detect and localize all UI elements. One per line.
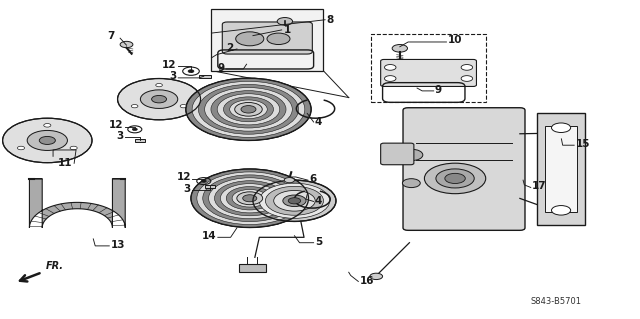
Circle shape — [70, 146, 77, 150]
Circle shape — [131, 105, 138, 108]
Circle shape — [191, 169, 308, 227]
Circle shape — [385, 64, 396, 70]
Text: 10: 10 — [448, 35, 462, 45]
Text: 3: 3 — [184, 184, 191, 194]
Circle shape — [186, 78, 311, 140]
FancyBboxPatch shape — [199, 75, 211, 78]
Circle shape — [152, 95, 166, 103]
Circle shape — [235, 102, 262, 116]
Circle shape — [237, 192, 262, 205]
FancyBboxPatch shape — [545, 126, 577, 212]
Text: 12: 12 — [109, 120, 124, 130]
Circle shape — [370, 273, 383, 279]
Circle shape — [44, 123, 51, 127]
Circle shape — [283, 195, 306, 207]
Circle shape — [259, 183, 330, 218]
Circle shape — [232, 189, 268, 207]
Circle shape — [156, 84, 163, 87]
Circle shape — [552, 123, 571, 132]
Text: 6: 6 — [309, 174, 316, 184]
Circle shape — [223, 97, 273, 122]
Circle shape — [274, 190, 316, 211]
FancyBboxPatch shape — [537, 114, 585, 225]
FancyBboxPatch shape — [205, 185, 215, 188]
FancyBboxPatch shape — [381, 59, 476, 86]
Circle shape — [403, 179, 420, 188]
Polygon shape — [29, 179, 125, 228]
Text: 2: 2 — [227, 43, 234, 53]
Text: 17: 17 — [532, 182, 547, 191]
Circle shape — [220, 184, 279, 213]
Text: 14: 14 — [202, 231, 216, 241]
Circle shape — [180, 105, 187, 108]
Text: S843-B5701: S843-B5701 — [531, 297, 582, 306]
Circle shape — [461, 76, 472, 81]
Text: 5: 5 — [315, 237, 322, 247]
Circle shape — [132, 128, 137, 130]
Circle shape — [277, 18, 292, 25]
Circle shape — [288, 198, 301, 204]
Circle shape — [186, 78, 311, 140]
Circle shape — [236, 32, 264, 46]
Circle shape — [209, 178, 291, 219]
Text: 15: 15 — [575, 139, 590, 149]
Circle shape — [461, 64, 472, 70]
FancyBboxPatch shape — [211, 9, 323, 70]
Circle shape — [188, 70, 194, 73]
Text: 13: 13 — [111, 240, 125, 250]
FancyBboxPatch shape — [403, 108, 525, 230]
Circle shape — [205, 87, 292, 131]
Circle shape — [241, 106, 256, 113]
Circle shape — [120, 41, 133, 48]
Text: 7: 7 — [107, 31, 115, 41]
Text: FR.: FR. — [45, 261, 63, 271]
Text: 9: 9 — [435, 85, 442, 95]
Text: 12: 12 — [177, 172, 191, 182]
Circle shape — [191, 169, 308, 227]
Circle shape — [203, 175, 297, 222]
Circle shape — [3, 118, 92, 163]
Circle shape — [266, 186, 323, 215]
Circle shape — [253, 180, 336, 221]
Text: 16: 16 — [360, 276, 374, 286]
Text: 3: 3 — [116, 131, 124, 141]
Circle shape — [230, 100, 268, 119]
FancyBboxPatch shape — [239, 264, 266, 272]
Circle shape — [198, 85, 298, 134]
Text: 1: 1 — [284, 25, 291, 35]
Text: 3: 3 — [169, 71, 176, 81]
Circle shape — [202, 180, 206, 182]
Circle shape — [140, 90, 178, 108]
Text: 4: 4 — [315, 117, 323, 127]
Circle shape — [17, 146, 24, 150]
Circle shape — [385, 76, 396, 81]
Circle shape — [27, 130, 67, 151]
Circle shape — [400, 149, 423, 161]
Circle shape — [445, 173, 465, 183]
Circle shape — [436, 169, 474, 188]
Circle shape — [267, 33, 290, 45]
Circle shape — [192, 81, 305, 137]
FancyBboxPatch shape — [135, 139, 145, 142]
Circle shape — [211, 91, 286, 128]
Text: 11: 11 — [58, 158, 72, 168]
Circle shape — [552, 205, 571, 215]
Text: 9: 9 — [217, 63, 224, 73]
FancyBboxPatch shape — [222, 22, 312, 54]
Circle shape — [392, 45, 408, 52]
Circle shape — [197, 172, 303, 225]
Text: 4: 4 — [315, 197, 323, 206]
Circle shape — [227, 187, 273, 210]
Circle shape — [118, 78, 200, 120]
Circle shape — [284, 178, 294, 183]
Circle shape — [217, 94, 280, 125]
Text: 12: 12 — [162, 60, 176, 70]
Text: 8: 8 — [326, 15, 333, 25]
FancyBboxPatch shape — [381, 143, 414, 165]
Circle shape — [214, 181, 285, 216]
Circle shape — [243, 195, 257, 202]
Circle shape — [39, 137, 55, 145]
Circle shape — [424, 163, 486, 194]
